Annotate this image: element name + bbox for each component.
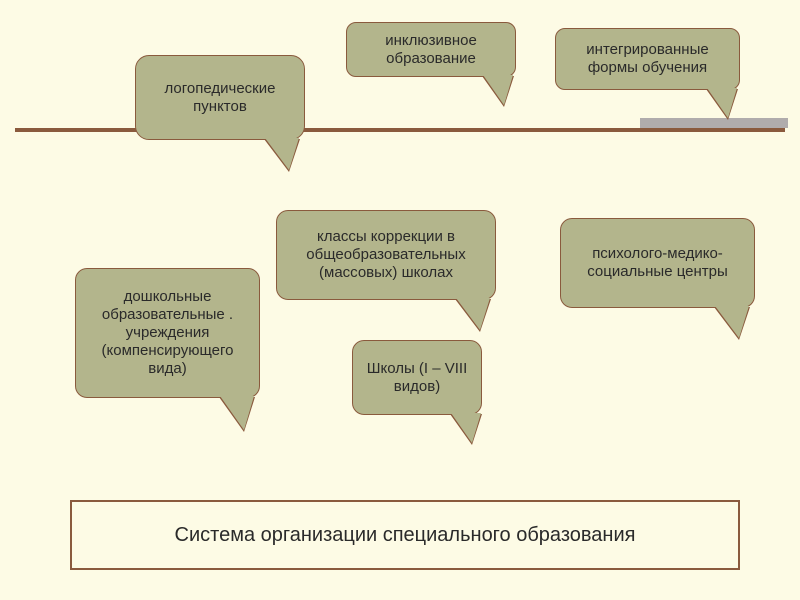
bubble-correction-text: классы коррекции в общеобразовательных (…: [283, 228, 489, 282]
divider-line-0: [15, 128, 785, 132]
bubble-psychmed-text: психолого-медико-социальные центры: [567, 245, 748, 281]
bubble-schools-text: Школы (I – VIII видов): [359, 360, 475, 396]
bubble-integrated-text: интегрированные формы обучения: [562, 41, 733, 77]
bubble-preschool: дошкольные образовательные . учреждения …: [75, 268, 260, 398]
bubble-logoped: логопедические пунктов: [135, 55, 305, 140]
bubble-preschool-text: дошкольные образовательные . учреждения …: [82, 288, 253, 378]
bubble-schools: Школы (I – VIII видов): [352, 340, 482, 415]
bubble-inclusive-text: инклюзивное образование: [353, 32, 509, 68]
diagram-canvas: логопедические пунктов инклюзивное образо…: [0, 0, 800, 600]
bubble-psychmed: психолого-медико-социальные центры: [560, 218, 755, 308]
bubble-correction: классы коррекции в общеобразовательных (…: [276, 210, 496, 300]
bubble-integrated: интегрированные формы обучения: [555, 28, 740, 90]
title-text: Система организации специального образов…: [175, 524, 636, 547]
bubble-inclusive: инклюзивное образование: [346, 22, 516, 77]
bubble-logoped-text: логопедические пунктов: [142, 80, 298, 116]
title-box: Система организации специального образов…: [70, 500, 740, 570]
